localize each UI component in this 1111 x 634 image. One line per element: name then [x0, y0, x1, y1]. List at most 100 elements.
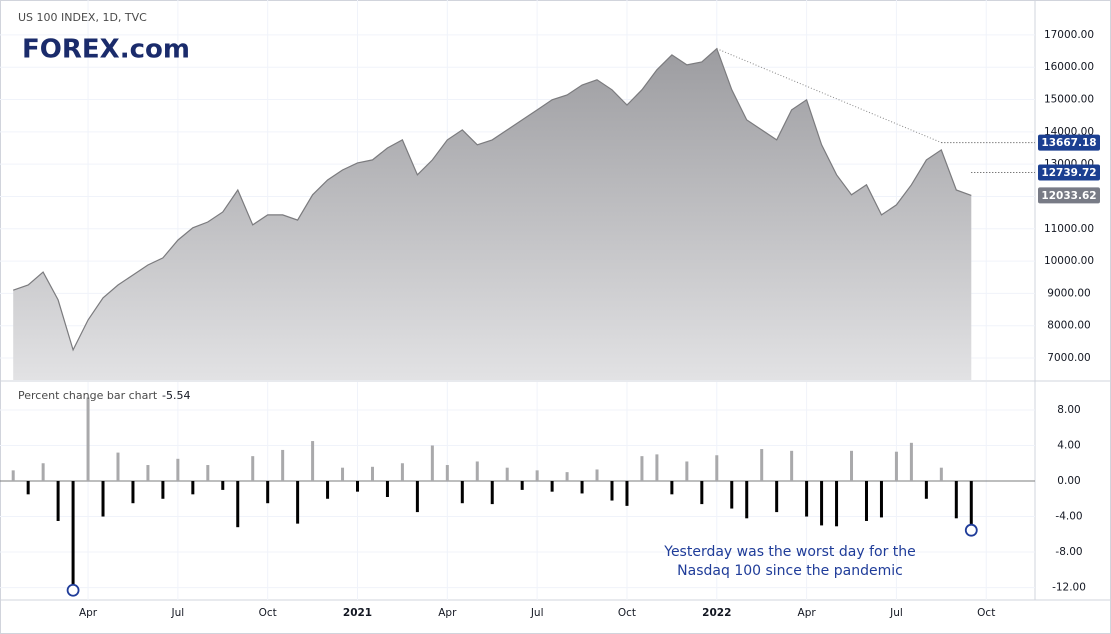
bar [909, 442, 913, 482]
y-tick-label: -12.00 [1052, 582, 1086, 594]
bar [11, 470, 15, 482]
y-tick-label: 4.00 [1057, 439, 1080, 451]
level-label: 13667.18 [1041, 137, 1096, 149]
bar [400, 463, 404, 482]
bar [655, 454, 659, 482]
bar [730, 481, 734, 509]
chart-title: US 100 INDEX, 1D, TVC [18, 11, 147, 24]
bar [131, 481, 135, 504]
x-tick-label: Apr [798, 607, 817, 619]
x-tick-label: Oct [259, 607, 277, 619]
bar [939, 467, 943, 482]
bar [86, 397, 90, 482]
y-tick-label: 15000.00 [1044, 94, 1094, 106]
bar [790, 450, 794, 482]
x-tick-label: 2021 [343, 607, 372, 619]
bar [26, 481, 30, 495]
x-tick-label: 2022 [702, 607, 731, 619]
bar [146, 465, 150, 482]
bar [281, 449, 285, 482]
bar [879, 481, 883, 518]
logo: FOREX.com [22, 35, 190, 65]
y-tick-label: 8.00 [1057, 404, 1080, 416]
bar [475, 461, 479, 482]
y-tick-label: 8000.00 [1047, 320, 1090, 332]
bar [206, 465, 210, 482]
bar [161, 481, 165, 499]
bar [385, 481, 389, 497]
last-price-label: 12033.62 [1041, 190, 1096, 202]
y-tick-label: -8.00 [1055, 546, 1082, 558]
bar [505, 467, 509, 482]
bar [236, 481, 240, 528]
bar [535, 470, 539, 482]
bar [430, 445, 434, 482]
bar [610, 481, 614, 501]
bar [326, 481, 330, 499]
plot [0, 47, 1035, 597]
bar [370, 466, 374, 482]
bar [56, 481, 60, 521]
y-tick-label: 10000.00 [1044, 255, 1094, 267]
x-tick-label: Oct [618, 607, 636, 619]
bar [685, 461, 689, 482]
bar [820, 481, 824, 526]
bar [415, 481, 419, 513]
bar [565, 472, 569, 482]
area-fill [13, 48, 972, 380]
bar [445, 465, 449, 482]
y-tick-label: 7000.00 [1047, 352, 1090, 364]
bar [296, 481, 300, 524]
x-tick-label: Apr [438, 607, 457, 619]
x-tick-label: Jul [171, 607, 185, 619]
level-box [1038, 134, 1100, 151]
bar [311, 441, 315, 482]
bar [715, 455, 719, 482]
y-tick-label: -4.00 [1055, 511, 1082, 523]
bar [251, 456, 255, 482]
bar [969, 481, 973, 531]
bar [745, 481, 749, 519]
bar [116, 452, 120, 482]
x-tick-label: Oct [977, 607, 995, 619]
y-tick-label: 11000.00 [1044, 223, 1094, 235]
bar [835, 481, 839, 527]
bar [760, 449, 764, 482]
bar [775, 481, 779, 513]
bar [805, 481, 809, 517]
bar [954, 481, 958, 519]
area-line [13, 47, 972, 352]
y-tick-label: 9000.00 [1047, 287, 1090, 299]
bar [101, 481, 105, 517]
x-tick-label: Apr [79, 607, 98, 619]
bar [341, 467, 345, 482]
bar [864, 481, 868, 521]
annotation: Nasdaq 100 since the pandemic [677, 563, 903, 579]
pane-last-value: -5.54 [162, 389, 190, 402]
bar [41, 463, 45, 482]
highlight-circle [964, 523, 978, 537]
bar [625, 481, 629, 506]
bar [191, 481, 195, 495]
bar [640, 456, 644, 482]
bar [266, 481, 270, 504]
bar [580, 481, 584, 494]
bar [221, 481, 225, 490]
bar [850, 450, 854, 482]
bar [176, 458, 180, 482]
x-tick-label: Jul [889, 607, 903, 619]
bar [670, 481, 674, 495]
bar [460, 481, 464, 504]
bar [356, 481, 360, 492]
bar [924, 481, 928, 499]
highlight-circle [66, 583, 80, 597]
y-tick-label: 0.00 [1057, 475, 1080, 487]
bar [490, 481, 494, 505]
annotation: Yesterday was the worst day for the [663, 544, 916, 560]
bar [595, 469, 599, 482]
y-tick-label: 17000.00 [1044, 29, 1094, 41]
bar [894, 451, 898, 482]
bar [700, 481, 704, 505]
